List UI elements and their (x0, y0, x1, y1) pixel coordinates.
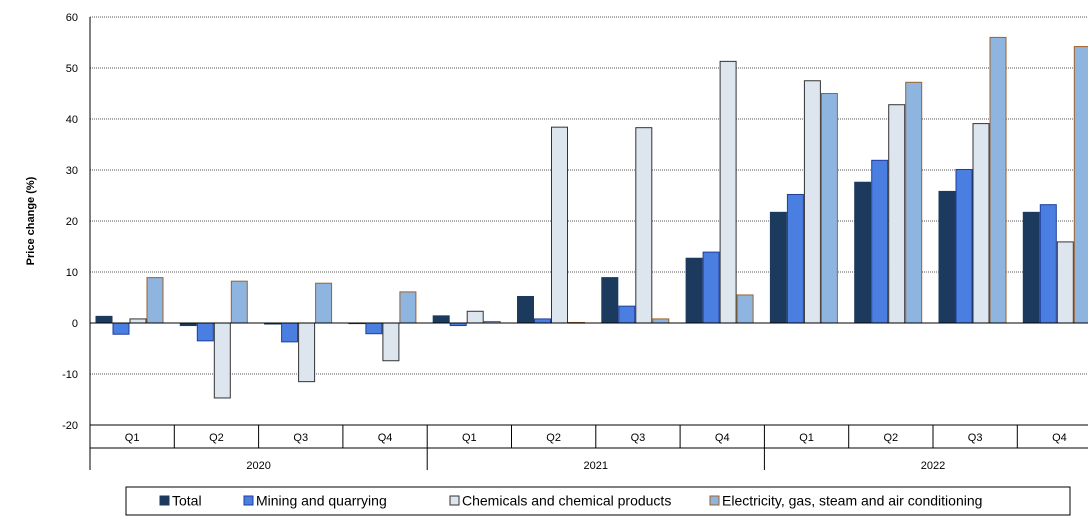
bar (955, 168, 973, 324)
legend-swatch (709, 495, 720, 506)
bar (702, 251, 720, 324)
y-tick-label: -10 (62, 369, 78, 381)
bar (112, 322, 130, 335)
x-tick-label: Q2 (209, 432, 224, 444)
y-tick-label: -20 (62, 420, 78, 432)
y-tick-label: 60 (66, 12, 78, 24)
bar (618, 305, 636, 324)
bar (1022, 211, 1040, 324)
bars (95, 36, 1088, 399)
bar (652, 318, 670, 324)
bar (719, 60, 737, 324)
legend-label: Electricity, gas, steam and air conditio… (722, 493, 982, 509)
bar (534, 318, 551, 324)
x-tick-label: Q3 (293, 432, 308, 444)
bar (382, 322, 400, 362)
legend-swatch (159, 495, 170, 506)
bar (146, 277, 164, 324)
y-tick-labels: -20 -10 0 10 20 30 40 50 60 (62, 12, 78, 432)
y-tick-label: 20 (66, 216, 78, 228)
bar (786, 193, 804, 324)
x-tick-label: Q4 (1052, 432, 1067, 444)
bar (1056, 241, 1074, 324)
bar (871, 159, 889, 324)
legend-box (125, 486, 1071, 516)
legend-label: Mining and quarrying (256, 493, 387, 509)
bar (196, 322, 214, 342)
x-tick-label: Q2 (546, 432, 561, 444)
bar (551, 126, 568, 324)
x-category-labels: 2020 2021 2022 Q1 Q2 Q3 Q4 Q1 Q2 Q3 Q4 Q1 Q2 Q3 Q4 (125, 432, 1067, 472)
bar (1073, 46, 1088, 324)
legend-swatch (449, 495, 460, 506)
x-tick-label: Q1 (125, 432, 140, 444)
bar (517, 295, 534, 324)
bar (365, 322, 383, 335)
bar (213, 322, 231, 399)
bar (803, 80, 821, 324)
bar (230, 280, 248, 324)
y-axis-title: Price change (%) (25, 176, 37, 265)
y-tick-label: 40 (66, 114, 78, 126)
bar (298, 322, 316, 383)
y-tick-label: 30 (66, 165, 78, 177)
axes (89, 17, 1088, 470)
bar (432, 315, 450, 324)
year-label: 2020 (246, 460, 270, 472)
bar (938, 190, 956, 324)
bar (466, 310, 484, 324)
bar (820, 93, 838, 324)
year-label: 2022 (921, 460, 945, 472)
bar (281, 322, 299, 343)
bar (1039, 204, 1057, 324)
bar (635, 127, 653, 324)
x-tick-label: Q4 (715, 432, 730, 444)
y-tick-label: 50 (66, 63, 78, 75)
bar (905, 81, 923, 324)
x-tick-label: Q1 (799, 432, 814, 444)
legend-label: Chemicals and chemical products (462, 493, 671, 509)
bar (685, 257, 703, 324)
bar (601, 277, 619, 324)
bar (315, 282, 333, 324)
bar (989, 36, 1007, 324)
x-tick-label: Q3 (968, 432, 983, 444)
x-tick-label: Q2 (884, 432, 899, 444)
bar (854, 181, 872, 324)
bar (95, 315, 113, 324)
x-tick-label: Q3 (631, 432, 646, 444)
bar (399, 291, 417, 324)
year-label: 2021 (584, 460, 608, 472)
legend-swatch (243, 495, 254, 506)
bar (972, 123, 990, 324)
y-tick-label: 0 (72, 318, 78, 330)
bar (888, 104, 906, 324)
x-tick-label: Q4 (378, 432, 393, 444)
legend: Total Mining and quarrying Chemicals and c… (125, 486, 1071, 516)
x-tick-label: Q1 (462, 432, 477, 444)
legend-label: Total (172, 493, 202, 509)
y-tick-label: 10 (66, 267, 78, 279)
bar (736, 294, 754, 324)
bar (129, 318, 147, 324)
bar (769, 211, 787, 324)
